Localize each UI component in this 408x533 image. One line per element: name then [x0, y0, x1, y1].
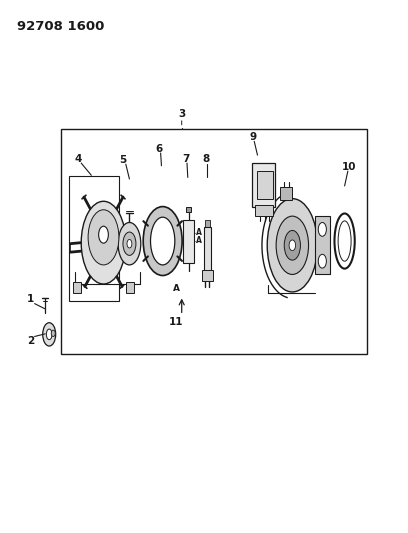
- Ellipse shape: [267, 199, 317, 292]
- Ellipse shape: [123, 232, 136, 255]
- Text: A: A: [196, 228, 202, 237]
- Text: 11: 11: [169, 317, 184, 327]
- Bar: [73, 282, 81, 293]
- Bar: [126, 282, 134, 293]
- Text: A: A: [173, 284, 180, 293]
- Text: 5: 5: [119, 155, 126, 165]
- Text: 92708 1600: 92708 1600: [17, 20, 104, 34]
- Ellipse shape: [318, 254, 326, 268]
- Text: 1: 1: [27, 294, 34, 304]
- Bar: [315, 216, 330, 274]
- Bar: [204, 227, 211, 272]
- Ellipse shape: [88, 210, 119, 265]
- Bar: [202, 270, 213, 281]
- Ellipse shape: [127, 239, 132, 248]
- Bar: [205, 220, 210, 227]
- Ellipse shape: [51, 330, 55, 336]
- Ellipse shape: [47, 329, 52, 340]
- Bar: [61, 128, 367, 354]
- Text: 6: 6: [156, 144, 163, 154]
- Text: A: A: [196, 236, 202, 245]
- Ellipse shape: [143, 207, 182, 276]
- Ellipse shape: [43, 322, 55, 346]
- Bar: [252, 163, 275, 207]
- Ellipse shape: [118, 222, 141, 265]
- Ellipse shape: [81, 201, 126, 284]
- Text: 7: 7: [182, 154, 189, 164]
- Text: 4: 4: [75, 154, 82, 164]
- Bar: [255, 205, 273, 216]
- Ellipse shape: [289, 240, 295, 251]
- Text: 10: 10: [341, 162, 356, 172]
- Text: 2: 2: [27, 336, 34, 346]
- Ellipse shape: [318, 222, 326, 236]
- Bar: [183, 220, 194, 263]
- Bar: [257, 171, 273, 199]
- Bar: [186, 207, 191, 213]
- Ellipse shape: [151, 217, 175, 265]
- Ellipse shape: [284, 230, 300, 260]
- Ellipse shape: [338, 221, 351, 261]
- Text: 3: 3: [178, 109, 185, 119]
- Ellipse shape: [99, 226, 109, 243]
- Ellipse shape: [276, 216, 308, 274]
- Bar: [69, 176, 119, 301]
- Bar: [280, 187, 293, 200]
- Text: 8: 8: [203, 155, 210, 164]
- Text: 9: 9: [249, 132, 256, 142]
